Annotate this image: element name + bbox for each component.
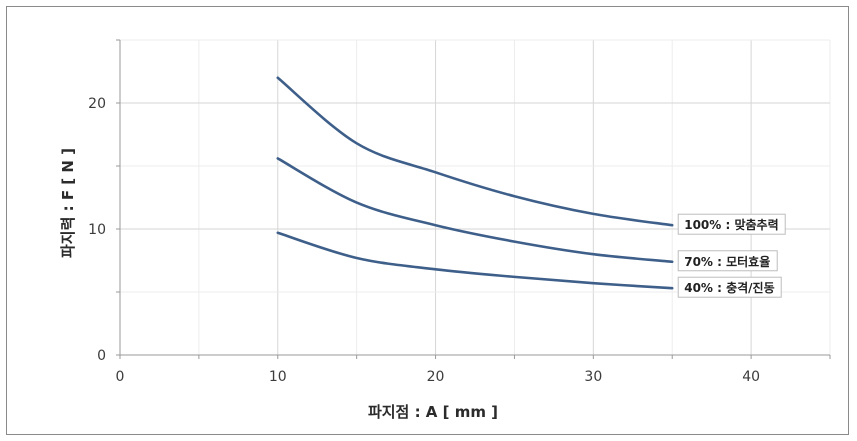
series-label-box [677, 213, 786, 235]
series-line-3 [276, 231, 674, 290]
x-tick-label: 0 [116, 369, 125, 385]
series-label-2: 70% : 모터효율 [677, 250, 778, 272]
series-label-text: 100% : 맞춤추력 [684, 217, 778, 232]
y-tick-label: 10 [88, 222, 106, 238]
series-label-text: 70% : 모터효율 [684, 254, 770, 269]
series-label-3: 40% : 충격/진동 [677, 276, 782, 298]
x-axis-title: 파지점 : A [ mm ] [368, 403, 498, 421]
line-chart: 0 10 20 30 40 0 10 20 100% : 맞춤추력 70% : 모터효율 40% … [59, 39, 831, 421]
series-label-1: 100% : 맞춤추력 [677, 213, 786, 235]
y-tick-label: 0 [97, 348, 106, 364]
series-lines [276, 76, 674, 290]
x-tick-label: 30 [584, 369, 602, 385]
y-tick-label: 20 [88, 96, 106, 112]
series-label-box [677, 250, 778, 272]
x-tick-label: 40 [742, 369, 760, 385]
tick-labels: 0 10 20 30 40 0 10 20 [88, 96, 760, 385]
gridlines [120, 39, 831, 355]
x-tick-label: 10 [269, 369, 287, 385]
series-label-box [677, 276, 782, 298]
series-line-2 [276, 157, 674, 264]
chart-frame: 0 10 20 30 40 0 10 20 100% : 맞춤추력 70% : 모터효율 40% … [6, 6, 849, 435]
series-label-text: 40% : 충격/진동 [684, 280, 774, 295]
y-axis-title: 파지력 : F [ N ] [59, 148, 77, 258]
x-tick-label: 20 [427, 369, 445, 385]
axes [116, 39, 831, 359]
series-line-1 [276, 76, 674, 227]
series-labels: 100% : 맞춤추력 70% : 모터효율 40% : 충격/진동 [677, 213, 786, 298]
